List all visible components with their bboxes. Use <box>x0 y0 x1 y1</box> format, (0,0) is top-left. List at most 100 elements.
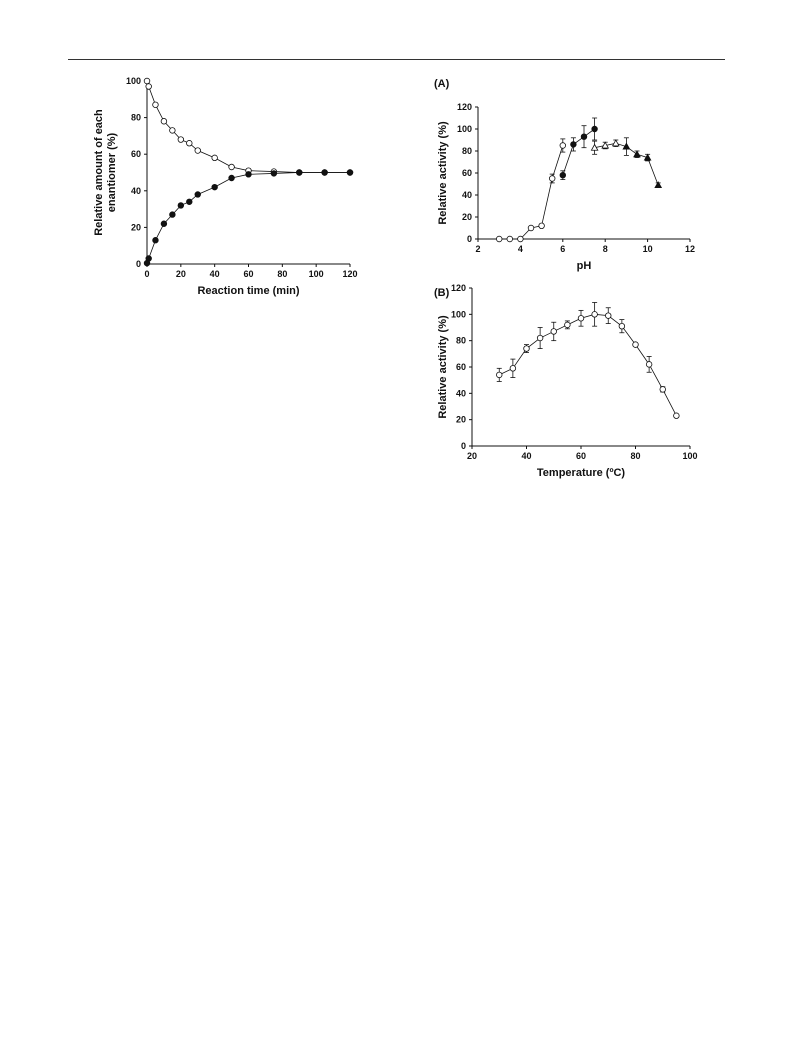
x-tick-label: 20 <box>176 269 186 279</box>
data-point <box>211 183 218 191</box>
y-tick-label: 0 <box>467 234 472 244</box>
x-tick-label: 8 <box>603 244 608 254</box>
x-tick-label: 100 <box>309 269 324 279</box>
data-point <box>611 139 620 147</box>
header-rule <box>68 59 725 60</box>
data-point <box>143 77 151 85</box>
data-point <box>228 174 235 182</box>
data-point <box>177 136 185 143</box>
data-point <box>169 127 176 134</box>
data-point <box>160 220 168 227</box>
data-point <box>523 345 530 352</box>
data-point <box>632 341 639 348</box>
y-tick-label: 40 <box>131 186 141 196</box>
y-axis-title-line: enantiomer (%) <box>106 132 118 212</box>
data-point <box>591 311 598 318</box>
data-point <box>152 101 159 108</box>
x-tick-label: 0 <box>144 269 149 279</box>
data-point <box>559 142 566 149</box>
data-point <box>591 125 598 133</box>
y-axis-title: Relative activity (%) <box>437 121 449 225</box>
y-axis-title: Relative amount of eachenantiomer (%) <box>93 109 118 236</box>
data-point <box>296 169 303 176</box>
data-point <box>659 386 666 393</box>
data-point <box>152 237 159 244</box>
data-point <box>145 83 152 90</box>
y-tick-label: 60 <box>456 362 466 372</box>
data-point <box>509 365 517 372</box>
y-tick-label: 40 <box>456 388 466 398</box>
data-point <box>177 202 185 209</box>
y-tick-label: 100 <box>451 309 466 319</box>
data-point <box>550 328 557 335</box>
data-point <box>559 171 566 179</box>
y-tick-label: 100 <box>457 124 472 134</box>
y-tick-label: 40 <box>462 190 472 200</box>
y-tick-label: 0 <box>136 259 141 269</box>
x-tick-label: 12 <box>685 244 695 254</box>
y-tick-label: 0 <box>461 441 466 451</box>
data-point <box>527 224 535 232</box>
data-point <box>517 235 524 243</box>
x-tick-label: 40 <box>521 451 531 461</box>
x-tick-label: 20 <box>467 451 477 461</box>
data-point <box>245 171 252 178</box>
x-tick-label: 60 <box>576 451 586 461</box>
series-line <box>562 128 595 176</box>
y-axis-title-line: Relative amount of each <box>93 109 105 236</box>
data-point <box>633 150 641 158</box>
y-tick-label: 20 <box>456 415 466 425</box>
x-tick-label: 4 <box>518 244 523 254</box>
data-point <box>605 312 612 319</box>
data-point <box>654 181 663 189</box>
y-axis-title-line: Relative activity (%) <box>437 121 449 225</box>
data-point <box>186 198 193 205</box>
x-tick-label: 6 <box>560 244 565 254</box>
panel-label: (B) <box>434 287 450 299</box>
x-tick-label: 2 <box>475 244 480 254</box>
data-point <box>673 412 680 419</box>
x-tick-label: 60 <box>243 269 253 279</box>
data-point <box>194 191 201 198</box>
data-point <box>496 371 503 379</box>
panel-label: (A) <box>434 78 450 90</box>
x-tick-label: 10 <box>643 244 653 254</box>
data-point <box>580 133 588 140</box>
data-point <box>622 142 631 150</box>
data-point <box>601 141 610 149</box>
data-point <box>145 255 152 262</box>
y-axis-title: Relative activity (%) <box>437 315 449 419</box>
y-tick-label: 60 <box>131 149 141 159</box>
series-line <box>626 146 659 186</box>
y-axis-title-line: Relative activity (%) <box>437 315 449 419</box>
data-point <box>228 163 235 171</box>
data-point <box>564 321 571 329</box>
x-tick-label: 120 <box>342 269 357 279</box>
data-point <box>169 211 176 218</box>
data-point <box>570 141 577 148</box>
series-line <box>594 142 627 149</box>
y-tick-label: 20 <box>462 212 472 222</box>
x-tick-label: 100 <box>682 451 697 461</box>
data-point <box>321 169 328 176</box>
y-tick-label: 80 <box>462 146 472 156</box>
data-point <box>590 143 599 151</box>
chart-time: 0 20 40 60 80 100 120 0 20 40 60 80 100 Reaction time… <box>93 76 358 297</box>
data-point <box>346 169 354 176</box>
data-point <box>160 118 168 125</box>
data-point <box>186 140 193 147</box>
data-point <box>577 315 585 322</box>
y-tick-label: 20 <box>131 222 141 232</box>
data-point <box>194 147 201 154</box>
series-line <box>146 172 350 264</box>
data-point <box>536 334 544 342</box>
series-line <box>146 80 350 173</box>
data-point <box>549 175 556 182</box>
x-axis-title: Temperature (ºC) <box>537 467 625 479</box>
data-point <box>645 361 653 368</box>
y-tick-label: 100 <box>126 76 141 86</box>
x-axis-title: Reaction time (min) <box>197 285 299 297</box>
